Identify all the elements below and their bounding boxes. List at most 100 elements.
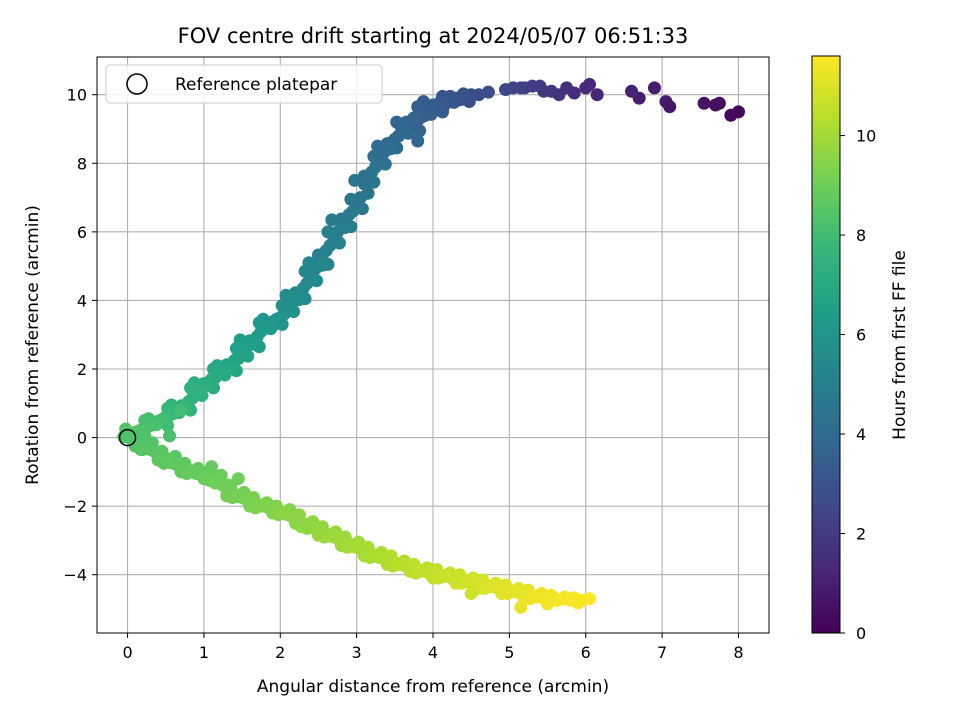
scatter-point — [355, 202, 369, 216]
scatter-point — [415, 563, 429, 577]
scatter-point — [287, 305, 301, 319]
data-points — [117, 77, 745, 614]
plot-area: 0 1 2 3 4 5 6 7 8 −4 −2 0 2 4 6 8 10 — [63, 56, 770, 662]
scatter-point — [325, 213, 339, 227]
scatter-point — [411, 100, 425, 114]
scatter-point — [369, 548, 383, 562]
scatter-point — [338, 221, 352, 235]
scatter-point — [506, 584, 520, 598]
scatter-point — [437, 569, 451, 583]
scatter-point — [384, 142, 398, 156]
scatter-point — [229, 341, 243, 355]
scatter-point — [231, 490, 245, 504]
scatter-point — [174, 403, 188, 417]
colorbar: 0 2 4 6 8 10 Hours from first FF file — [811, 55, 910, 643]
scatter-point — [724, 108, 738, 122]
scatter-point — [361, 186, 375, 200]
scatter-point — [514, 600, 528, 614]
scatter-point — [323, 529, 337, 543]
scatter-point — [457, 87, 471, 101]
y-tick-label: −2 — [63, 497, 87, 516]
y-tick-label: 0 — [77, 429, 87, 448]
scatter-point — [483, 579, 497, 593]
scatter-point — [247, 337, 261, 351]
y-tick-label: 6 — [77, 223, 87, 242]
scatter-point — [499, 83, 513, 97]
scatter-point — [357, 172, 371, 186]
scatter-point — [367, 149, 381, 163]
scatter-point — [310, 274, 324, 288]
scatter-point — [390, 115, 404, 129]
scatter-point — [298, 264, 312, 278]
scatter-point — [481, 85, 495, 99]
scatter-point — [231, 472, 245, 486]
scatter-point — [195, 389, 209, 403]
colorbar-label: Hours from first FF file — [890, 250, 910, 440]
x-axis-label: Angular distance from reference (arcmin) — [257, 677, 609, 697]
scatter-point — [709, 98, 723, 112]
scatter-point — [292, 293, 306, 307]
scatter-point — [401, 126, 415, 140]
scatter-point — [277, 507, 291, 521]
scatter-point — [625, 84, 639, 98]
x-tick-label: 4 — [428, 643, 438, 662]
scatter-point — [264, 322, 278, 336]
y-tick-label: 8 — [77, 154, 87, 173]
x-tick-label: 0 — [122, 643, 132, 662]
legend-marker-open-circle — [126, 73, 148, 95]
scatter-point — [332, 236, 346, 250]
scatter-point — [411, 134, 425, 148]
y-tick-label: 2 — [77, 360, 87, 379]
x-tick-label: 8 — [733, 643, 743, 662]
scatter-point — [201, 378, 215, 392]
scatter-point — [590, 88, 604, 102]
colorbar-gradient — [811, 55, 841, 634]
scatter-point — [136, 443, 150, 457]
scatter-point — [241, 349, 255, 363]
colorbar-tick-label: 2 — [856, 525, 866, 544]
scatter-point — [579, 81, 593, 95]
scatter-point — [647, 81, 661, 95]
scatter-point — [697, 96, 711, 110]
y-tick-label: −4 — [63, 566, 87, 585]
scatter-point — [541, 597, 555, 611]
scatter-point — [163, 429, 177, 443]
x-tick-label: 6 — [581, 643, 591, 662]
reference-point — [118, 428, 137, 447]
scatter-point — [184, 381, 198, 395]
scatter-point — [583, 592, 597, 606]
scatter-point — [344, 192, 358, 206]
scatter-point — [392, 557, 406, 571]
scatter-point — [163, 455, 177, 469]
reference-platepar-marker — [118, 428, 137, 447]
scatter-point — [567, 591, 581, 605]
scatter-point — [149, 418, 163, 432]
scatter-point — [208, 476, 222, 490]
scatter-point — [321, 225, 335, 239]
x-tick-label: 3 — [352, 643, 362, 662]
colorbar-tick-label: 8 — [856, 226, 866, 245]
y-tick-label: 4 — [77, 291, 87, 310]
y-axis-ticks: −4 −2 0 2 4 6 8 10 — [63, 86, 97, 585]
scatter-point — [205, 460, 219, 474]
scatter-point — [185, 464, 199, 478]
scatter-point — [424, 107, 438, 121]
legend-box — [105, 64, 383, 104]
scatter-point — [315, 258, 329, 272]
scatter-point — [659, 95, 673, 109]
scatter-point — [254, 498, 268, 512]
scatter-point — [407, 111, 421, 125]
chart-title: FOV centre drift starting at 2024/05/07 … — [178, 24, 689, 48]
y-axis-label: Rotation from reference (arcmin) — [23, 205, 43, 485]
scatter-point — [447, 95, 461, 109]
scatter-point — [529, 589, 543, 603]
x-tick-label: 5 — [504, 643, 514, 662]
colorbar-tick-label: 4 — [856, 425, 866, 444]
colorbar-ticks: 0 2 4 6 8 10 — [840, 127, 876, 643]
x-tick-label: 1 — [199, 643, 209, 662]
scatter-point — [300, 521, 314, 535]
scatter-point — [460, 574, 474, 588]
scatter-point — [346, 539, 360, 553]
colorbar-tick-label: 0 — [856, 624, 866, 643]
